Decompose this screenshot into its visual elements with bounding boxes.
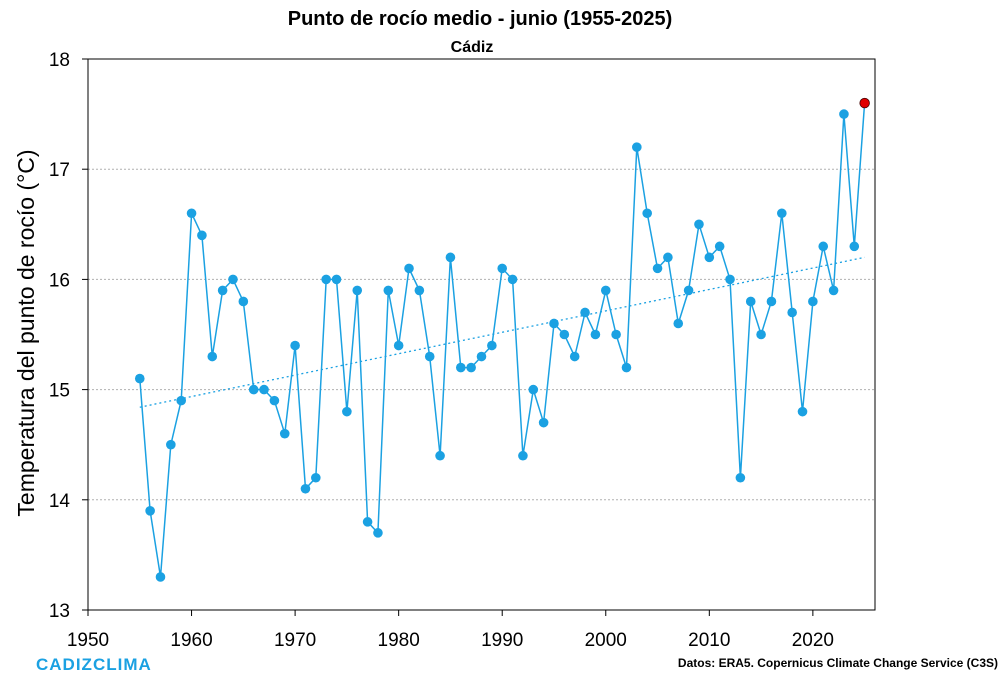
data-points	[134, 97, 870, 582]
point-1993	[528, 384, 539, 395]
point-2016	[766, 296, 777, 307]
xtick-label-2010: 2010	[688, 630, 730, 651]
ytick-label-16: 16	[49, 270, 70, 291]
point-1988	[476, 351, 487, 362]
point-2006	[663, 252, 673, 263]
point-1967	[259, 384, 269, 395]
ytick-label-14: 14	[49, 491, 71, 512]
xtick-label-1960: 1960	[170, 630, 212, 651]
point-1960	[186, 208, 197, 219]
point-1956	[145, 506, 155, 516]
point-2000	[600, 285, 611, 296]
point-1964	[228, 274, 238, 285]
plot-area	[87, 58, 876, 611]
point-1999	[590, 329, 601, 340]
point-2001	[611, 329, 621, 340]
point-2018	[787, 307, 797, 318]
xtick-label-2000: 2000	[585, 630, 627, 651]
point-2024	[849, 241, 860, 252]
trend-line	[139, 256, 865, 408]
ytick-label-18: 18	[49, 50, 70, 71]
point-1966	[248, 384, 259, 395]
series-line	[139, 103, 866, 578]
point-1972	[311, 472, 321, 483]
point-2019	[797, 406, 808, 417]
point-1963	[217, 285, 228, 296]
point-1983	[424, 351, 435, 362]
point-2023	[839, 109, 849, 119]
point-1981	[404, 263, 414, 274]
xtick-label-1970: 1970	[274, 630, 316, 651]
point-1996	[559, 329, 570, 340]
ytick-label-15: 15	[49, 381, 70, 402]
data-source: Datos: ERA5. Copernicus Climate Change S…	[678, 656, 998, 670]
point-1986	[455, 362, 466, 373]
ytick-label-13: 13	[49, 601, 70, 622]
point-1958	[166, 439, 176, 450]
point-2014	[745, 296, 756, 307]
point-1971	[300, 483, 311, 494]
point-1979	[383, 285, 394, 296]
point-1969	[279, 428, 290, 439]
chart-subtitle: Cádiz	[451, 39, 494, 56]
point-2021	[818, 241, 829, 252]
point-1991	[507, 274, 518, 285]
point-1973	[321, 274, 331, 285]
point-1975	[342, 406, 352, 417]
point-1961	[197, 230, 207, 241]
point-2011	[714, 241, 725, 252]
gridlines	[88, 168, 875, 501]
point-1998	[580, 307, 590, 318]
point-1968	[269, 395, 280, 406]
point-1976	[352, 285, 363, 296]
point-2010	[704, 252, 715, 263]
point-1989	[487, 340, 497, 351]
point-1965	[238, 296, 249, 307]
axis-ticks	[82, 58, 814, 616]
cadizclima-logo: CADIZCLIMA	[36, 655, 152, 674]
point-1974	[331, 274, 342, 285]
point-2009	[694, 219, 704, 230]
point-2020	[808, 296, 818, 307]
point-1990	[497, 263, 508, 274]
point-2005	[652, 263, 663, 274]
point-1955	[134, 373, 145, 384]
point-2013	[735, 472, 746, 483]
point-1970	[290, 340, 300, 351]
point-1962	[207, 351, 218, 362]
point-1985	[445, 252, 456, 263]
point-1959	[176, 395, 186, 406]
xtick-label-2020: 2020	[792, 630, 834, 651]
x-tick-labels: 1950 1960 1970 1980 1990 2000 2010 2020	[67, 630, 834, 651]
point-2017	[777, 208, 787, 219]
point-1984	[435, 450, 445, 461]
y-tick-labels: 13 14 15 16 17 18	[49, 50, 71, 622]
xtick-label-1950: 1950	[67, 630, 109, 651]
point-highlight-2025	[859, 97, 870, 109]
point-2012	[725, 274, 735, 285]
point-2008	[683, 285, 694, 296]
point-2022	[828, 285, 839, 296]
point-1987	[466, 362, 476, 373]
point-1994	[538, 417, 549, 428]
y-axis-label: Temperatura del punto de rocío (°C)	[13, 149, 39, 516]
point-1977	[362, 517, 373, 527]
point-1995	[549, 318, 559, 329]
point-1982	[414, 285, 425, 296]
point-1978	[373, 528, 383, 538]
xtick-label-1980: 1980	[378, 630, 420, 651]
chart-title: Punto de rocío medio - junio (1955-2025)	[288, 8, 673, 30]
point-1980	[393, 340, 404, 351]
point-2002	[621, 362, 632, 373]
ytick-label-17: 17	[49, 160, 70, 181]
point-2015	[756, 329, 766, 340]
point-1992	[518, 450, 528, 461]
xtick-label-1990: 1990	[481, 630, 523, 651]
point-2004	[642, 208, 652, 219]
point-2003	[632, 142, 642, 152]
point-2007	[673, 318, 684, 329]
point-1957	[155, 572, 166, 582]
point-1997	[569, 351, 580, 362]
